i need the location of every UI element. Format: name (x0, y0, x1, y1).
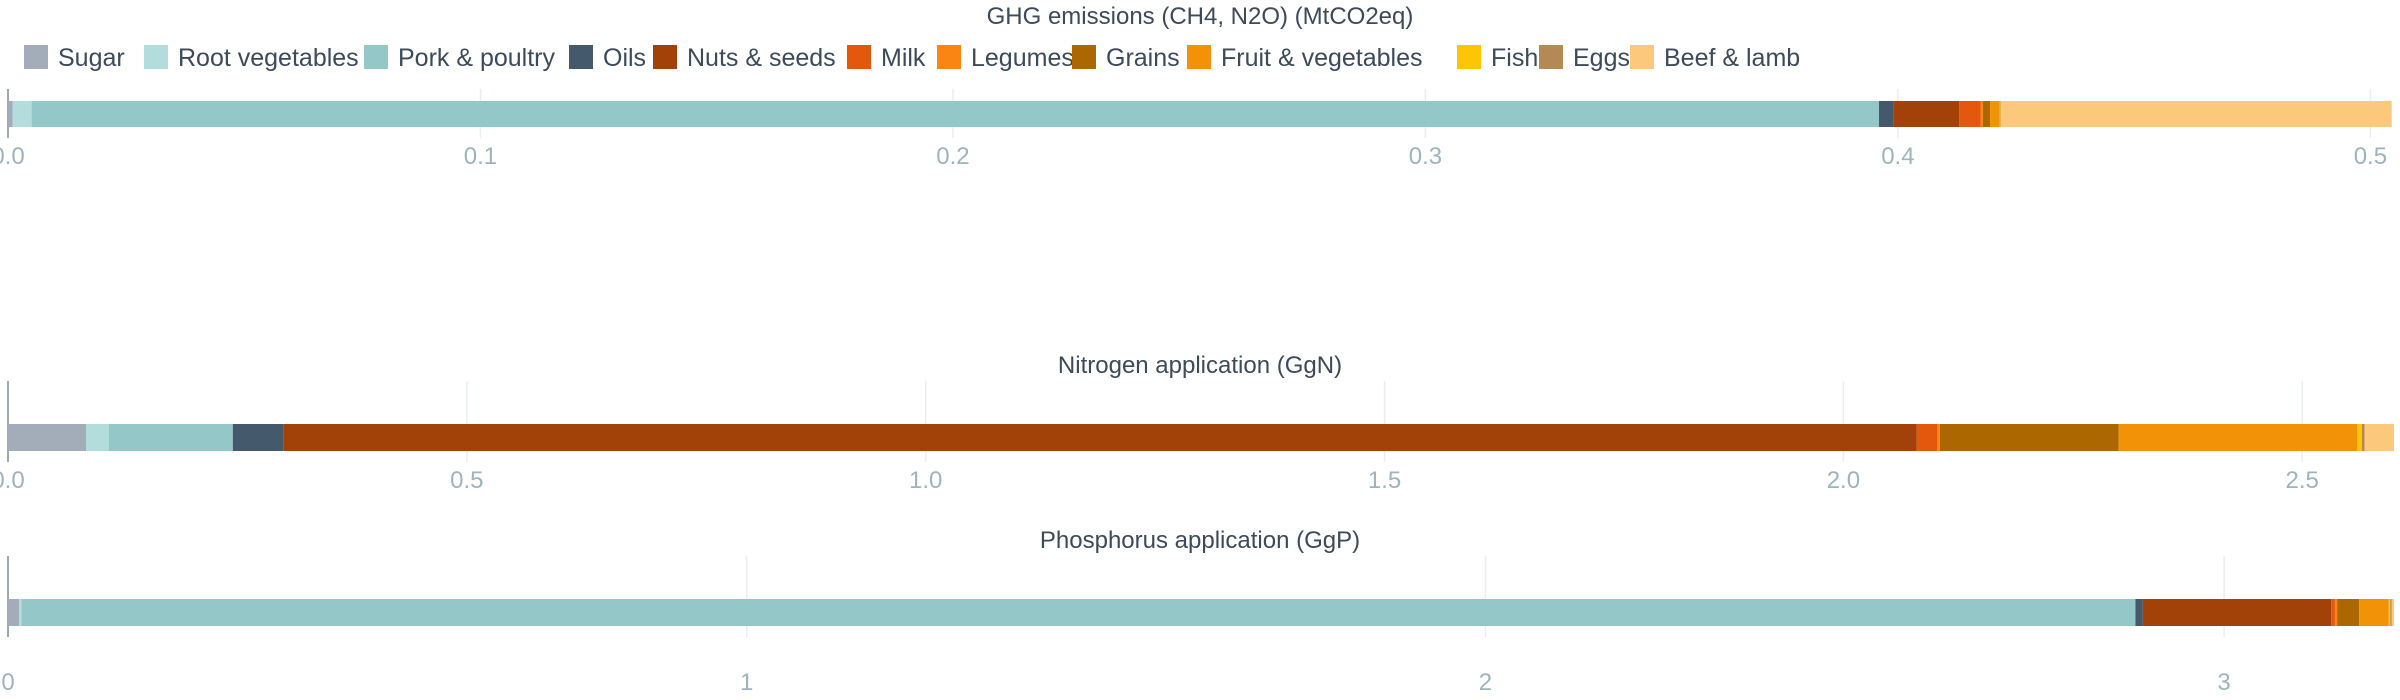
bar-segment-3-nuts-seeds (2142, 599, 2332, 626)
tick-label-3-0: 0 (1, 669, 14, 696)
bar-segment-3-eggs (2390, 599, 2392, 626)
legend-label-oils: Oils (603, 44, 646, 72)
legend-swatch-nuts-seeds (653, 45, 677, 69)
legend-swatch-fruit-vegetables (1187, 45, 1211, 69)
tick-label-2-4: 2.0 (1827, 467, 1860, 494)
bar-segment-1-beef-lamb (2000, 101, 2392, 127)
bar-segment-2-fish (2357, 424, 2362, 451)
chart-title-2: Nitrogen application (GgN) (1058, 352, 1342, 379)
tick-label-2-0: 0.0 (0, 467, 25, 494)
bar-segment-2-legumes (1936, 424, 1940, 451)
bar-segment-2-eggs (2361, 424, 2365, 451)
legend-swatch-pork-poultry (364, 45, 388, 69)
legend-swatch-sugar (24, 45, 48, 69)
legend-label-nuts-seeds: Nuts & seeds (687, 44, 836, 72)
bar-segment-3-pork-poultry (21, 599, 2136, 626)
bar-segment-1-fruit-vegetables (1990, 101, 2000, 127)
legend-swatch-grains (1072, 45, 1096, 69)
tick-label-2-1: 0.5 (450, 467, 483, 494)
legend-label-fish: Fish (1491, 44, 1538, 72)
bar-segment-3-milk (2331, 599, 2335, 626)
tick-label-2-2: 1.0 (909, 467, 942, 494)
bar-segment-2-nuts-seeds (283, 424, 1917, 451)
bar-segment-1-oils (1879, 101, 1894, 127)
bar-segment-1-legumes (1980, 101, 1983, 127)
bar-segment-1-pork-poultry (31, 101, 1880, 127)
bar-segment-1-nuts-seeds (1893, 101, 1960, 127)
bar-segment-2-pork-poultry (108, 424, 233, 451)
bar-segment-2-beef-lamb (2364, 424, 2394, 451)
legend-swatch-milk (847, 45, 871, 69)
legend-label-sugar: Sugar (58, 44, 125, 72)
bar-segment-2-milk (1916, 424, 1937, 451)
tick-label-1-0: 0.0 (0, 143, 25, 170)
tick-label-1-4: 0.4 (1881, 143, 1914, 170)
legend-label-milk: Milk (881, 44, 926, 72)
tick-label-3-3: 3 (2217, 669, 2230, 696)
bar-segment-3-root-vegetables (19, 599, 22, 626)
bar-segment-3-fish (2388, 599, 2391, 626)
legend-swatch-fish (1457, 45, 1481, 69)
tick-label-1-3: 0.3 (1409, 143, 1442, 170)
bar-segment-2-oils (232, 424, 284, 451)
tick-label-1-5: 0.5 (2354, 143, 2387, 170)
bar-segment-2-sugar (8, 424, 87, 451)
tick-label-2-5: 2.5 (2286, 467, 2319, 494)
bar-segment-2-root-vegetables (86, 424, 109, 451)
tick-label-3-1: 1 (740, 669, 753, 696)
bar-segment-3-sugar (8, 599, 20, 626)
legend-swatch-beef-lamb (1630, 45, 1654, 69)
chart-title-1: GHG emissions (CH4, N2O) (MtCO2eq) (987, 3, 1414, 30)
bar-segment-1-fish (1999, 101, 2001, 127)
bar-segment-3-legumes (2334, 599, 2338, 626)
legend-label-pork-poultry: Pork & poultry (398, 44, 556, 72)
legend-label-beef-lamb: Beef & lamb (1664, 44, 1800, 72)
legend-label-eggs: Eggs (1573, 44, 1630, 72)
bar-segment-3-oils (2135, 599, 2143, 626)
legend-swatch-legumes (937, 45, 961, 69)
chart-title-3: Phosphorus application (GgP) (1040, 527, 1360, 554)
bar-segment-3-grains (2337, 599, 2360, 626)
bar-segment-2-grains (1939, 424, 2119, 451)
legend-label-grains: Grains (1106, 44, 1180, 72)
bar-segment-2-fruit-vegetables (2118, 424, 2358, 451)
bar-segment-3-fruit-vegetables (2359, 599, 2389, 626)
tick-label-3-2: 2 (1479, 669, 1492, 696)
legend-swatch-root-vegetables (144, 45, 168, 69)
legend-swatch-eggs (1539, 45, 1563, 69)
bar-segment-3-beef-lamb (2391, 599, 2394, 626)
legend-label-legumes: Legumes (971, 44, 1074, 72)
tick-label-1-1: 0.1 (464, 143, 497, 170)
bar-segment-1-sugar (8, 101, 13, 127)
bar-segment-1-grains (1982, 101, 1991, 127)
legend-label-fruit-vegetables: Fruit & vegetables (1221, 44, 1423, 72)
tick-label-1-2: 0.2 (936, 143, 969, 170)
tick-label-2-3: 1.5 (1368, 467, 1401, 494)
legend-swatch-oils (569, 45, 593, 69)
bar-segment-1-root-vegetables (12, 101, 32, 127)
bar-segment-1-milk (1959, 101, 1981, 127)
legend-label-root-vegetables: Root vegetables (178, 44, 359, 72)
